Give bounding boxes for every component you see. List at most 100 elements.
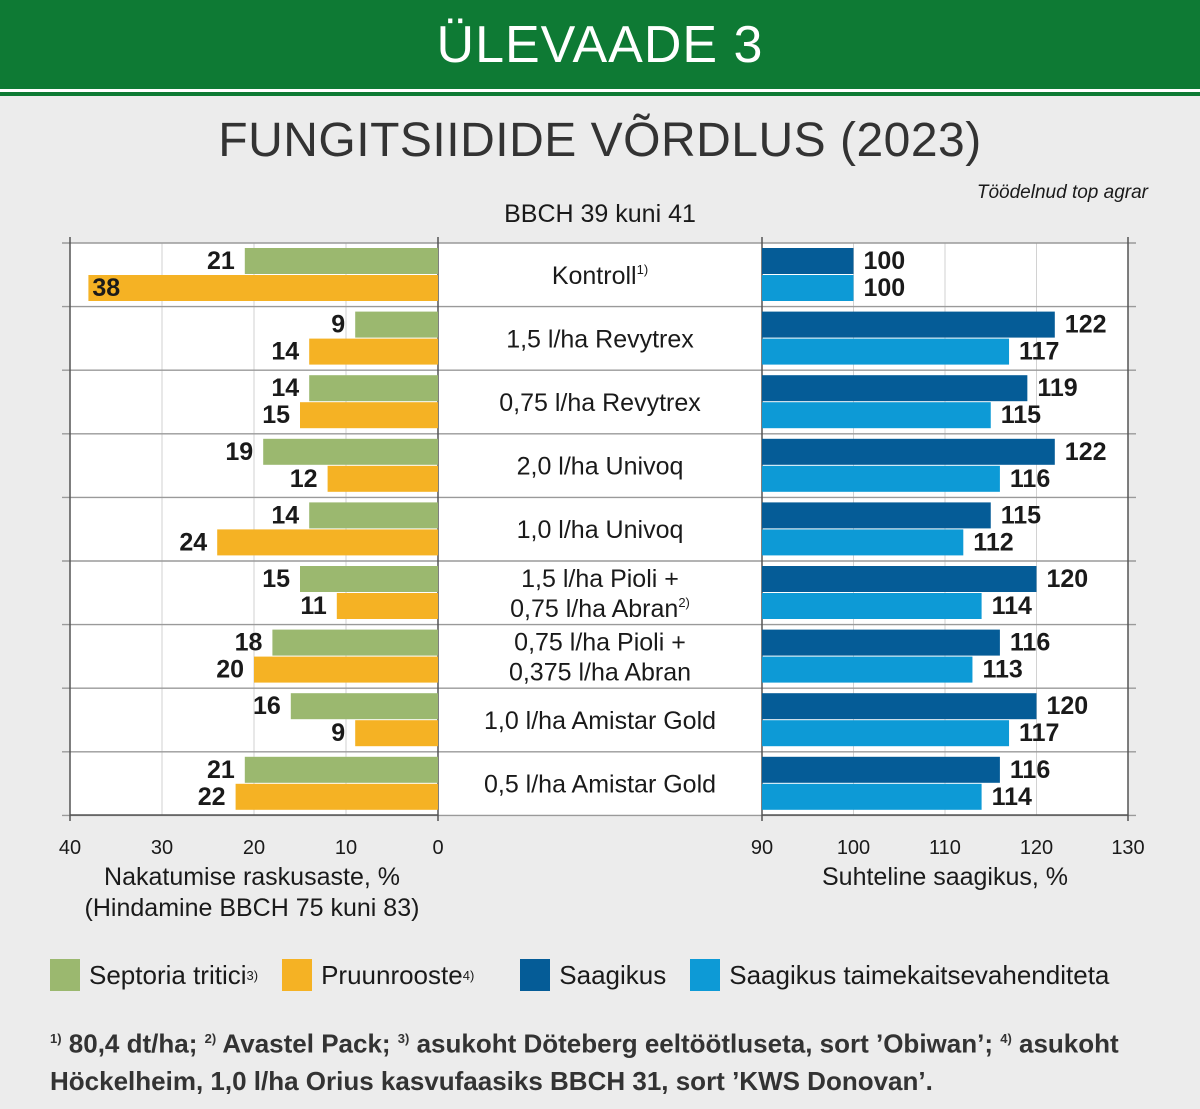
bar-septoria bbox=[355, 311, 438, 338]
left-axis-title-line1: Nakatumise raskusaste, % bbox=[104, 863, 400, 891]
bar-saagikus-taimekaitse bbox=[762, 275, 854, 301]
bar-saagikus-taimekaitse bbox=[762, 402, 991, 429]
category-label: 0,375 l/ha Abran bbox=[509, 658, 691, 686]
left-tick-label: 30 bbox=[151, 837, 173, 859]
bar-saagikus-taimekaitse bbox=[762, 529, 964, 556]
label-pruunrooste: 22 bbox=[198, 783, 226, 811]
label-pruunrooste: 14 bbox=[271, 338, 299, 366]
chart-subtitle: BBCH 39 kuni 41 bbox=[504, 200, 696, 228]
label-septoria: 21 bbox=[207, 247, 235, 275]
category-label: 1,5 l/ha Pioli + bbox=[521, 565, 679, 593]
label-saagikus: 115 bbox=[1001, 501, 1041, 529]
bar-saagikus bbox=[762, 375, 1028, 402]
category-footnote-mark: 1) bbox=[637, 262, 649, 277]
footnote-mark-4: 4) bbox=[1000, 1031, 1012, 1046]
label-pruunrooste: 9 bbox=[331, 719, 345, 747]
label-saagikus-taimekaitse: 115 bbox=[1001, 401, 1041, 429]
bar-septoria bbox=[272, 629, 438, 656]
source-note: Töödelnud top agrar bbox=[976, 182, 1148, 203]
banner-divider bbox=[0, 89, 1200, 92]
label-septoria: 14 bbox=[271, 501, 299, 529]
legend-label-pruunrooste: Pruunrooste bbox=[321, 959, 463, 990]
legend-item-saagikus-taimekaitse: Saagikus taimekaitsevahenditeta bbox=[690, 959, 1109, 991]
chart-title: FUNGITSIIDIDE VÕRDLUS (2023) bbox=[218, 114, 982, 167]
label-pruunrooste: 20 bbox=[216, 656, 244, 684]
right-axis-title: Suhteline saagikus, % bbox=[822, 863, 1068, 891]
label-saagikus-taimekaitse: 117 bbox=[1019, 719, 1059, 747]
bar-saagikus bbox=[762, 693, 1037, 720]
bar-saagikus bbox=[762, 756, 1000, 783]
bar-saagikus bbox=[762, 438, 1055, 465]
bar-saagikus bbox=[762, 311, 1055, 338]
left-tick-label: 20 bbox=[243, 837, 265, 859]
label-septoria: 16 bbox=[253, 692, 281, 720]
bar-pruunrooste bbox=[336, 593, 438, 619]
footnote-text-3: asukoht Döteberg eeltöötluseta, sort ’Ob… bbox=[409, 1028, 1001, 1059]
bar-septoria bbox=[244, 756, 438, 783]
legend-sup-pruunrooste: 4) bbox=[462, 967, 475, 983]
bar-pruunrooste bbox=[254, 656, 438, 683]
bar-septoria bbox=[309, 502, 438, 529]
legend-item-pruunrooste: Pruunrooste 4) bbox=[282, 959, 474, 991]
legend-sup-septoria: 3) bbox=[246, 967, 259, 983]
legend-label-saagikus-taimekaitse: Saagikus taimekaitsevahenditeta bbox=[729, 959, 1110, 990]
legend-label-saagikus: Saagikus bbox=[559, 959, 667, 990]
category-label: 0,75 l/ha Pioli + bbox=[514, 628, 686, 656]
footnotes: 1) 80,4 dt/ha; 2) Avastel Pack; 3) asuko… bbox=[50, 1020, 1160, 1100]
label-septoria: 21 bbox=[207, 756, 235, 784]
footnote-mark-2: 2) bbox=[204, 1031, 217, 1046]
right-tick-label: 120 bbox=[1020, 837, 1053, 859]
right-tick-label: 90 bbox=[751, 837, 773, 859]
legend-item-saagikus: Saagikus bbox=[520, 959, 666, 991]
banner-title: ÜLEVAADE 3 bbox=[436, 15, 764, 74]
label-septoria: 9 bbox=[331, 311, 345, 339]
category-footnote-mark: 2) bbox=[678, 595, 690, 610]
bar-saagikus-taimekaitse bbox=[762, 656, 973, 683]
bar-pruunrooste bbox=[88, 275, 439, 301]
footnote-mark-3: 3) bbox=[397, 1031, 410, 1046]
label-saagikus: 116 bbox=[1010, 756, 1050, 784]
label-pruunrooste: 15 bbox=[262, 401, 290, 429]
bar-pruunrooste bbox=[300, 402, 438, 429]
category-label: 0,5 l/ha Amistar Gold bbox=[484, 771, 716, 799]
label-pruunrooste: 12 bbox=[290, 465, 318, 493]
label-septoria: 14 bbox=[271, 374, 299, 402]
banner: ÜLEVAADE 3 bbox=[0, 0, 1200, 89]
category-label: 2,0 l/ha Univoq bbox=[517, 453, 684, 481]
left-tick-label: 0 bbox=[432, 837, 443, 859]
bar-saagikus bbox=[762, 566, 1037, 592]
bar-saagikus-taimekaitse bbox=[762, 338, 1010, 365]
label-septoria: 19 bbox=[225, 438, 253, 466]
bar-saagikus-taimekaitse bbox=[762, 465, 1000, 492]
category-label: Kontroll1) bbox=[552, 262, 648, 290]
category-label: 1,5 l/ha Revytrex bbox=[506, 325, 694, 353]
legend-swatch-saagikus-taimekaitse bbox=[690, 959, 721, 991]
legend-item-septoria: Septoria tritici 3) bbox=[50, 959, 258, 991]
label-saagikus: 122 bbox=[1065, 438, 1107, 466]
bar-saagikus-taimekaitse bbox=[762, 720, 1010, 747]
bar-pruunrooste bbox=[327, 465, 438, 492]
label-saagikus-taimekaitse: 100 bbox=[864, 274, 906, 302]
right-tick-label: 110 bbox=[929, 837, 961, 859]
legend-swatch-pruunrooste bbox=[282, 959, 313, 991]
bar-saagikus bbox=[762, 502, 991, 529]
bar-saagikus-taimekaitse bbox=[762, 783, 982, 810]
legend-swatch-saagikus bbox=[520, 959, 551, 991]
footnote-text-2: Avastel Pack; bbox=[216, 1028, 398, 1059]
bar-septoria bbox=[263, 438, 438, 465]
label-saagikus: 120 bbox=[1047, 692, 1089, 720]
bar-saagikus-taimekaitse bbox=[762, 593, 982, 619]
bar-pruunrooste bbox=[217, 529, 438, 556]
label-septoria: 18 bbox=[235, 629, 263, 657]
left-axis-title-line2: (Hindamine BBCH 75 kuni 83) bbox=[84, 894, 420, 922]
bar-pruunrooste bbox=[309, 338, 438, 365]
label-septoria: 15 bbox=[262, 565, 290, 593]
bar-saagikus bbox=[762, 248, 854, 274]
bar-pruunrooste bbox=[355, 720, 438, 747]
label-pruunrooste: 11 bbox=[300, 592, 327, 620]
label-saagikus-taimekaitse: 114 bbox=[992, 783, 1032, 811]
bar-septoria bbox=[244, 248, 438, 274]
legend: Septoria tritici 3) Pruunrooste 4) Saagiku… bbox=[50, 957, 1133, 993]
category-label: 0,75 l/ha Abran2) bbox=[510, 595, 690, 623]
left-tick-label: 40 bbox=[59, 837, 81, 859]
